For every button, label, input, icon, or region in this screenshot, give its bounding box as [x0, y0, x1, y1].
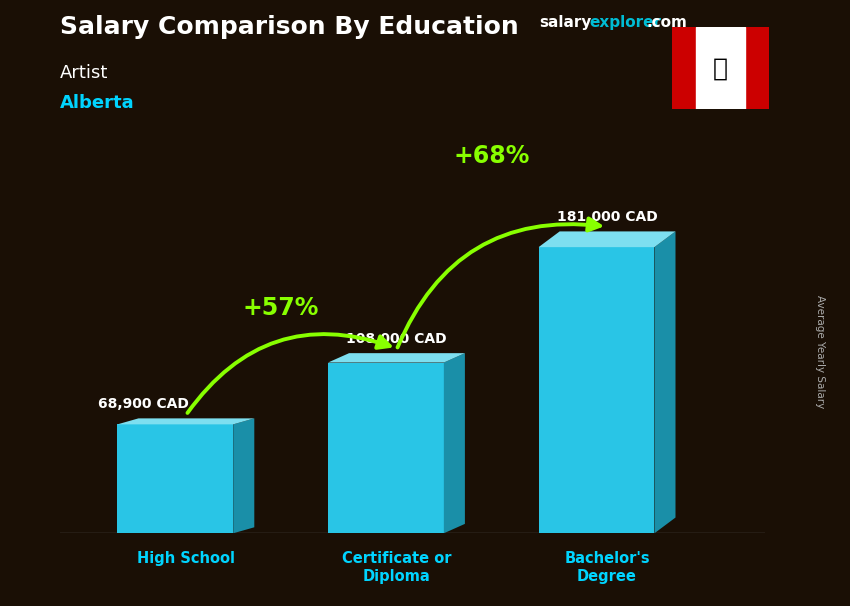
- Polygon shape: [233, 418, 254, 533]
- Text: +57%: +57%: [242, 296, 319, 320]
- Bar: [696, 27, 745, 109]
- Text: 108,000 CAD: 108,000 CAD: [346, 332, 447, 346]
- Text: Certificate or
Diploma: Certificate or Diploma: [342, 551, 451, 584]
- Polygon shape: [444, 353, 465, 533]
- Text: Artist: Artist: [60, 64, 108, 82]
- Bar: [328, 362, 444, 533]
- Polygon shape: [328, 353, 465, 362]
- Bar: [117, 424, 233, 533]
- Text: Average Yearly Salary: Average Yearly Salary: [815, 295, 825, 408]
- Text: High School: High School: [137, 551, 235, 567]
- Polygon shape: [117, 418, 254, 424]
- Text: +68%: +68%: [453, 144, 530, 168]
- Text: 181,000 CAD: 181,000 CAD: [557, 210, 657, 224]
- Text: salary: salary: [540, 15, 592, 30]
- Text: Alberta: Alberta: [60, 94, 134, 112]
- Polygon shape: [539, 231, 676, 247]
- Text: 68,900 CAD: 68,900 CAD: [99, 397, 190, 411]
- Polygon shape: [654, 231, 676, 533]
- Text: .com: .com: [647, 15, 688, 30]
- Bar: [672, 27, 696, 109]
- Text: Salary Comparison By Education: Salary Comparison By Education: [60, 15, 519, 39]
- Bar: [745, 27, 769, 109]
- Text: explorer: explorer: [589, 15, 661, 30]
- Text: 🍁: 🍁: [713, 56, 728, 80]
- Text: Bachelor's
Degree: Bachelor's Degree: [564, 551, 650, 584]
- Bar: [539, 247, 654, 533]
